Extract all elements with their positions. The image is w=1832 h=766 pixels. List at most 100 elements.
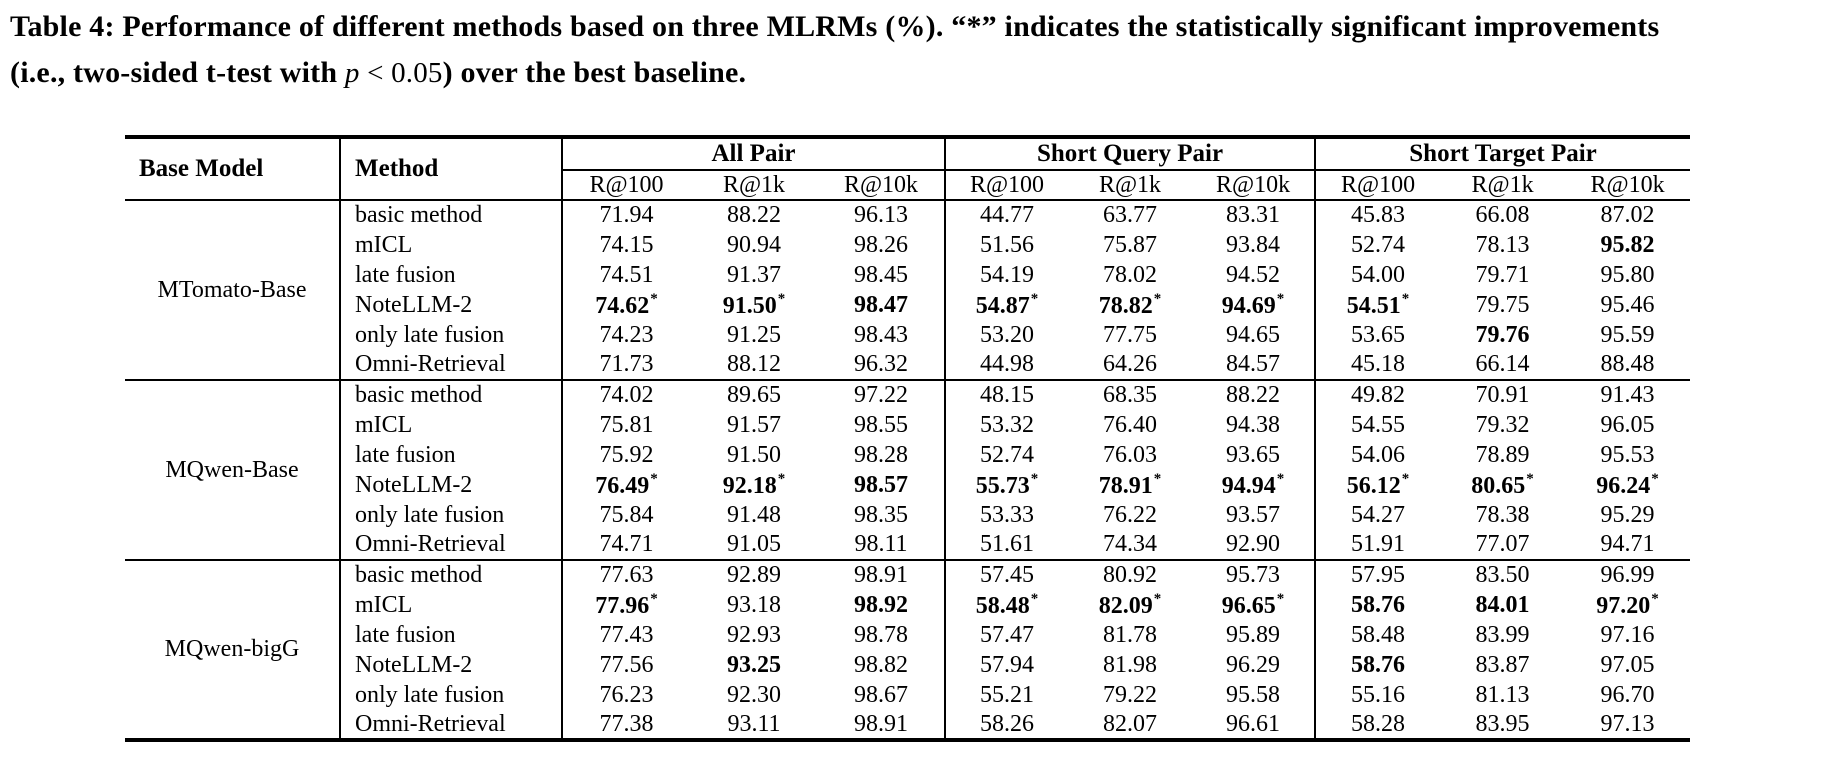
- metric-value: 78.82: [1098, 292, 1153, 319]
- table-body: MTomato-Base basic method 71.94 88.22 96.13 4…: [125, 200, 1691, 740]
- value-cell: 53.65: [1315, 320, 1440, 350]
- value-cell: 68.35: [1068, 379, 1192, 410]
- significance-star: *: [1526, 470, 1534, 487]
- metric-value: 58.28: [1351, 710, 1406, 737]
- metric-value: 74.02: [599, 382, 654, 408]
- value-cell: 92.18*: [690, 470, 818, 500]
- metric-value: 63.77: [1103, 202, 1157, 228]
- value-cell: 74.15: [562, 230, 690, 260]
- metric-header-short-query-pair-r-100: R@100: [945, 170, 1068, 201]
- metric-value: 48.15: [980, 382, 1034, 408]
- metric-value: 98.28: [854, 441, 908, 468]
- metric-value: 74.62: [595, 292, 650, 319]
- value-cell: 77.63: [562, 559, 690, 590]
- caption-segment: (i.e., two-sided t-test with: [10, 56, 345, 89]
- metric-value: 95.46: [1600, 291, 1655, 318]
- table-row-mtomato-base-only-late-fusion: only late fusion 74.23 91.25 98.43 53.20 77.7…: [125, 320, 1690, 350]
- value-cell: 54.00: [1315, 260, 1440, 290]
- header-row-metrics: R@100 R@1k R@10k R@100 R@1k R@10k R@100 R@1k R@1…: [125, 170, 1691, 201]
- value-cell: 93.84: [1192, 230, 1317, 260]
- value-cell: 74.02: [562, 379, 690, 410]
- metric-value: 70.91: [1475, 382, 1530, 408]
- results-table: Base Model Method All Pair Short Query Pair…: [125, 135, 1691, 742]
- header-row-groups: Base Model Method All Pair Short Query Pair…: [125, 137, 1691, 201]
- value-cell: 45.18: [1315, 350, 1440, 380]
- value-cell: 78.91*: [1068, 470, 1192, 500]
- metric-value: 84.57: [1226, 351, 1281, 377]
- metric-value: 82.09: [1098, 592, 1153, 619]
- metric-value: 51.61: [980, 531, 1034, 557]
- method-cell: NoteLLM-2: [340, 470, 563, 500]
- value-cell: 96.29: [1192, 650, 1317, 680]
- significance-star: *: [1276, 290, 1285, 307]
- table-row-mqwen-bigg-only-late-fusion: only late fusion 76.23 92.30 98.67 55.21 79.2…: [125, 680, 1690, 710]
- metric-value: 94.65: [1226, 321, 1281, 348]
- value-cell: 96.24*: [1565, 470, 1690, 500]
- metric-value: 52.74: [980, 441, 1034, 468]
- value-cell: 91.50: [690, 440, 818, 470]
- method-cell: NoteLLM-2: [340, 290, 563, 320]
- col-header-method: Method: [340, 137, 563, 201]
- value-cell: 96.13: [818, 200, 946, 230]
- metric-value: 54.55: [1351, 411, 1406, 438]
- metric-value: 98.43: [854, 321, 908, 348]
- value-cell: 55.21: [945, 680, 1068, 710]
- significance-star: *: [1276, 470, 1285, 487]
- metric-value: 78.38: [1475, 501, 1530, 528]
- metric-value: 98.26: [854, 231, 908, 258]
- value-cell: 52.74: [945, 440, 1068, 470]
- method-cell: basic method: [340, 559, 563, 590]
- metric-value: 45.18: [1351, 351, 1406, 377]
- caption-line-1: Table 4: Performance of different method…: [10, 4, 1659, 50]
- value-cell: 81.13: [1440, 680, 1565, 710]
- metric-value: 94.52: [1226, 261, 1281, 288]
- metric-value: 54.00: [1351, 261, 1406, 288]
- metric-value: 83.95: [1475, 710, 1530, 737]
- significance-star: *: [1651, 590, 1659, 607]
- value-cell: 74.62*: [562, 290, 690, 320]
- metric-value: 78.91: [1098, 472, 1153, 499]
- value-cell: 51.56: [945, 230, 1068, 260]
- metric-value: 78.89: [1475, 441, 1530, 468]
- metric-value: 83.99: [1475, 621, 1530, 648]
- value-cell: 95.59: [1565, 320, 1690, 350]
- value-cell: 98.67: [818, 680, 946, 710]
- method-cell: late fusion: [340, 620, 563, 650]
- metric-value: 52.74: [1351, 231, 1406, 258]
- metric-value: 75.87: [1103, 231, 1157, 258]
- value-cell: 95.46: [1565, 290, 1690, 320]
- metric-header-all-pair-r-10k: R@10k: [818, 170, 946, 201]
- metric-value: 54.27: [1351, 501, 1406, 528]
- value-cell: 84.57: [1192, 350, 1317, 380]
- metric-value: 44.98: [980, 351, 1034, 377]
- value-cell: 98.47: [818, 290, 946, 320]
- metric-value: 80.65: [1471, 472, 1526, 499]
- value-cell: 57.94: [945, 650, 1068, 680]
- value-cell: 76.40: [1068, 410, 1192, 440]
- value-cell: 58.26: [945, 710, 1068, 740]
- metric-value: 83.50: [1475, 562, 1530, 588]
- method-cell: only late fusion: [340, 320, 563, 350]
- metric-value: 54.51: [1346, 292, 1401, 319]
- value-cell: 76.22: [1068, 500, 1192, 530]
- metric-value: 75.92: [599, 441, 654, 468]
- metric-value: 45.83: [1351, 202, 1406, 228]
- metric-value: 79.76: [1475, 321, 1530, 348]
- metric-value: 75.84: [599, 501, 654, 528]
- value-cell: 98.91: [818, 559, 946, 590]
- metric-value: 75.81: [599, 411, 654, 438]
- metric-value: 96.70: [1600, 681, 1655, 708]
- caption-segment: Table 4: Performance of different method…: [10, 10, 1660, 43]
- value-cell: 91.50*: [690, 290, 818, 320]
- value-cell: 91.05: [690, 530, 818, 560]
- value-cell: 84.01: [1440, 590, 1565, 620]
- value-cell: 77.56: [562, 650, 690, 680]
- significance-star: *: [1276, 590, 1285, 607]
- base-model-cell-mqwen-bigg: MQwen-bigG: [125, 559, 341, 740]
- metric-value: 53.65: [1351, 321, 1406, 348]
- metric-value: 98.91: [854, 710, 908, 737]
- table-row-mqwen-bigg-micl: mICL 77.96* 93.18 98.92 58.48* 82.09* 96.65* 58…: [125, 590, 1690, 620]
- metric-value: 93.11: [727, 710, 781, 737]
- value-cell: 79.32: [1440, 410, 1565, 440]
- value-cell: 58.76: [1315, 650, 1440, 680]
